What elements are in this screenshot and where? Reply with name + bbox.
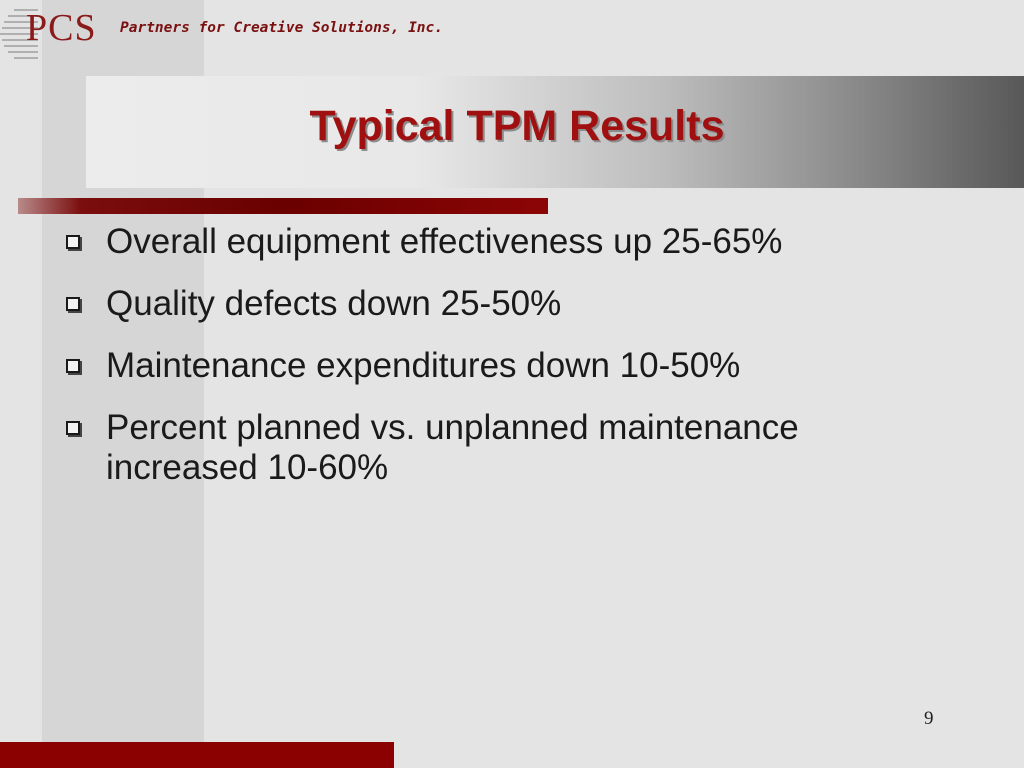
accent-bar [18,198,548,214]
bullet-item: Quality defects down 25-50% [60,284,960,324]
bullet-text: Quality defects down 25-50% [106,284,562,323]
checkbox-bullet-icon [66,421,80,435]
checkbox-bullet-icon [66,297,80,311]
bullet-text: Percent planned vs. unplanned maintenanc… [106,408,799,487]
slide-title: Typical TPM Results [309,102,725,150]
bullet-text: Overall equipment effectiveness up 25-65… [106,222,783,261]
bullet-item: Percent planned vs. unplanned maintenanc… [60,408,960,488]
company-tagline: Partners for Creative Solutions, Inc. [120,20,444,36]
pcs-logo: PCS [0,0,115,68]
title-gradient-bar [86,76,1024,188]
bullet-list: Overall equipment effectiveness up 25-65… [60,222,960,510]
page-number: 9 [924,708,934,729]
bottom-accent-bar [0,742,394,768]
checkbox-bullet-icon [66,235,80,249]
checkbox-bullet-icon [66,359,80,373]
bullet-item: Maintenance expenditures down 10-50% [60,346,960,386]
bullet-item: Overall equipment effectiveness up 25-65… [60,222,960,262]
logo-lines-graphic [0,9,38,59]
bullet-text: Maintenance expenditures down 10-50% [106,346,741,385]
logo-text: PCS [26,7,97,49]
